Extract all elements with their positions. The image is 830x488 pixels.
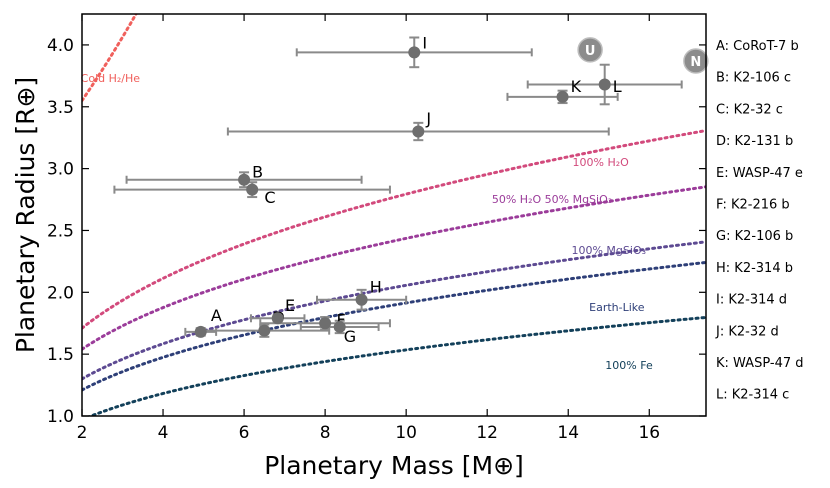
ref-planet-uranus [577, 37, 603, 63]
legend-entry: C: K2-32 c [716, 102, 783, 117]
point-label-A: A [211, 306, 222, 325]
curve-label-100-fe: 100% Fe [605, 359, 653, 372]
legend-entry: D: K2-131 b [716, 134, 793, 149]
legend-entry: A: CoRoT-7 b [716, 39, 799, 54]
point-label-F: F [336, 311, 345, 330]
legend-entry: H: K2-314 b [716, 261, 793, 276]
data-points: ABCDEFGHIJKL [194, 34, 622, 346]
point-J [412, 125, 425, 138]
point-A [194, 325, 207, 338]
x-tick-label: 12 [476, 423, 498, 443]
x-axis-title: Planetary Mass [M⊕] [264, 451, 524, 480]
composition-curves [82, 14, 706, 416]
legend-entry: E: WASP-47 e [716, 166, 803, 181]
legend-entry: G: K2-106 b [716, 229, 793, 244]
point-label-G: G [344, 327, 356, 346]
reference-planets: UN [577, 37, 709, 74]
curve-label-earth-like: Earth-Like [589, 301, 645, 314]
curve-100-fe [87, 315, 706, 416]
axis-ticks: 2 4 6 8 10 12 14 16 1.0 1.5 2.0 2.5 3.0 3.5 4.0 [47, 14, 706, 443]
point-label-E: E [285, 296, 295, 315]
point-label-K: K [571, 77, 582, 96]
legend-entry: L: K2-314 c [716, 388, 789, 403]
point-I [408, 46, 421, 59]
legend-entry: I: K2-314 d [716, 293, 787, 308]
legend-entry: B: K2-106 c [716, 71, 791, 86]
x-tick-label: 6 [239, 423, 250, 443]
point-label-B: B [252, 162, 263, 181]
x-tick-label: 4 [158, 423, 169, 443]
y-tick-label: 1.5 [47, 345, 74, 365]
legend-entry: J: K2-32 d [715, 324, 779, 339]
y-tick-label: 1.0 [47, 407, 74, 427]
y-axis-title: Planetary Radius [R⊕] [11, 77, 40, 353]
point-label-H: H [370, 277, 382, 296]
composition-curve-labels: Cold H₂/He 100% H₂O 50% H₂O 50% MgSiO₃ 100%… [81, 72, 653, 372]
curve-label-100-mgsio: 100% MgSiO₃ [571, 244, 646, 257]
curve-label-50-h-o-50-mgsio: 50% H₂O 50% MgSiO₃ [492, 193, 612, 206]
y-tick-label: 2.5 [47, 221, 74, 241]
y-tick-label: 4.0 [47, 36, 74, 56]
ref-planet-symbol-neptune: N [690, 55, 701, 70]
y-tick-label: 2.0 [47, 283, 74, 303]
curve-100-mgsio [82, 240, 706, 381]
y-tick-label: 3.5 [47, 98, 74, 118]
x-tick-label: 16 [638, 423, 660, 443]
x-tick-label: 8 [320, 423, 331, 443]
x-tick-label: 2 [77, 423, 88, 443]
point-G [333, 320, 346, 333]
ref-planet-symbol-uranus: U [585, 44, 596, 59]
y-tick-label: 3.0 [47, 160, 74, 180]
ref-planet-neptune [683, 48, 709, 74]
plot-frame [81, 13, 707, 417]
curve-50-h-o-50-mgsio [82, 185, 706, 351]
point-K [556, 90, 569, 103]
point-E [271, 312, 284, 325]
curve-label-cold-h-he: Cold H₂/He [81, 72, 141, 85]
point-label-J: J [425, 109, 431, 128]
point-C [246, 183, 259, 196]
point-D [258, 324, 271, 337]
legend-entry: K: WASP-47 d [716, 356, 804, 371]
x-tick-label: 14 [557, 423, 579, 443]
legend: A: CoRoT-7 b B: K2-106 c C: K2-32 c D: K2-1… [715, 39, 804, 403]
curve-earth-like [82, 260, 706, 392]
point-label-C: C [264, 188, 275, 207]
error-bars [113, 36, 683, 338]
point-F [319, 317, 332, 330]
legend-entry: F: K2-216 b [716, 198, 790, 213]
point-label-I: I [422, 34, 427, 53]
curve-100-h-o [82, 129, 706, 330]
curve-label-100-h-o: 100% H₂O [573, 156, 630, 169]
point-B [238, 173, 251, 186]
point-label-L: L [613, 77, 622, 96]
point-L [598, 78, 611, 91]
point-H [355, 293, 368, 306]
x-tick-label: 10 [395, 423, 417, 443]
